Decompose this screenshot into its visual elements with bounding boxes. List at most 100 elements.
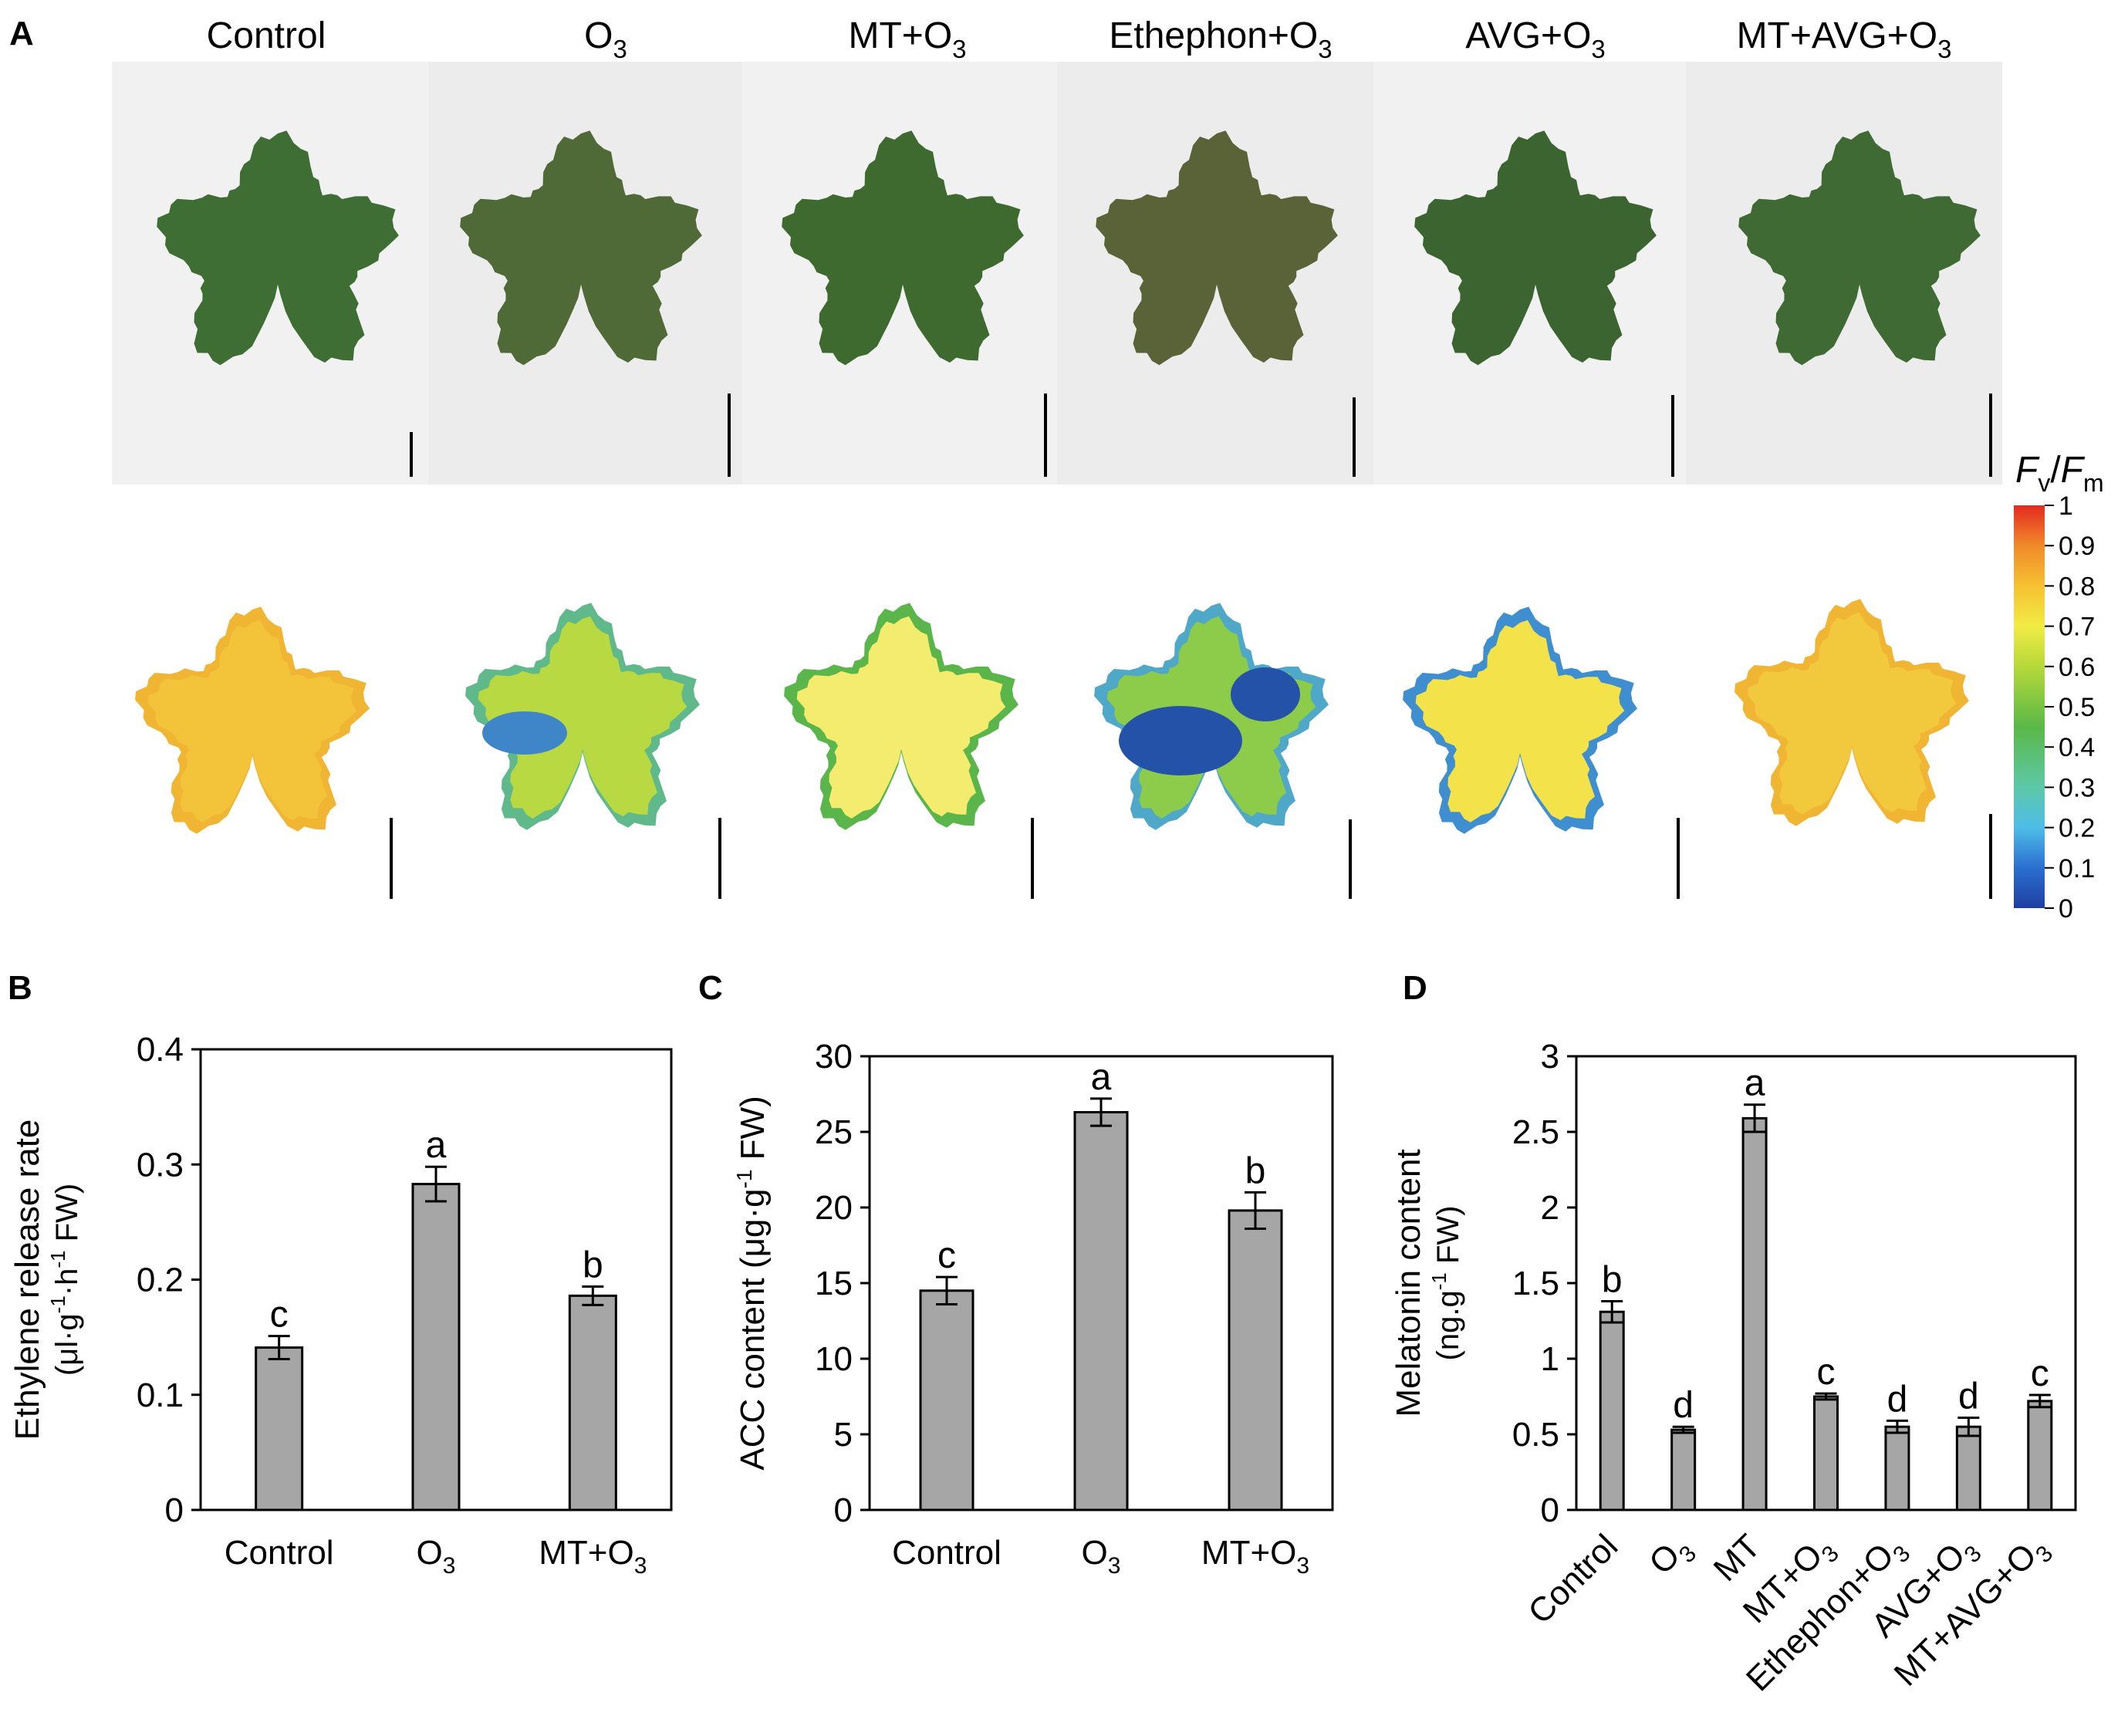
column-label-5-text: MT+AVG+O [1737,15,1938,56]
leaf-shape-4 [1414,130,1657,366]
y-axis-unit: (μl·g-1·h-1 FW) [46,1184,84,1376]
y-axis-unit-mid: ·h [50,1268,84,1296]
x-tick-label-1-sub: 3 [1108,1553,1121,1579]
fluor-damage-ethephon [1119,706,1242,775]
x-tick-label-2-text: MT+O [539,1534,633,1572]
colorbar-tick-label-9: 0.1 [2059,854,2095,883]
bar-0 [255,1346,304,1511]
colorbar-ticks: 1 0.9 0.8 0.7 0.6 0.5 0.4 0.3 0.2 0.1 0 [2045,491,2095,924]
fvfm-colorbar: Fv/Fm 1 0.9 0.8 0.7 0.6 0.5 0.4 0.3 0.2 0.1 0 [2014,450,2104,924]
column-label-3: Ethephon+O3 [1109,15,1332,63]
x-tick-label-1-text: O [417,1534,443,1572]
fluor-leaf-5 [1747,612,1957,815]
bar-2 [568,1294,617,1511]
y-tick-label-5: 2.5 [1512,1113,1559,1151]
y-axis-unit-close: FW) [50,1184,84,1251]
y-tick-label-5: 25 [815,1113,853,1151]
y-tick-label-6: 30 [815,1038,853,1076]
x-tick-label-0-text: Control [892,1534,1002,1572]
y-tick-label-0: 0 [165,1491,184,1529]
panel-letter-b: B [8,969,32,1007]
fluor-damage-ethephon-2 [1231,667,1300,721]
x-tick-label-1: O3 [417,1534,456,1579]
y-tick-label-4: 2 [1541,1189,1559,1227]
x-tick-label-1-sub: 3 [443,1553,456,1579]
x-tick-label-1: O3 [1082,1534,1121,1579]
colorbar-tick-label-6: 0.4 [2059,733,2095,762]
bar-6 [2027,1400,2053,1511]
bar-4 [1884,1425,1910,1511]
colorbar-title-fm: F [2061,450,2086,491]
significance-letter-6: c [2031,1353,2049,1394]
column-label-1-text: O [584,15,613,56]
x-tick-label-2-sub: 3 [1296,1553,1309,1579]
colorbar-tick-label-2: 0.8 [2059,572,2095,601]
y-tick-label-0: 0 [834,1491,853,1529]
colorbar-tick-label-10: 0 [2059,894,2073,924]
leaf-shape-0 [157,130,399,366]
bar-3 [1813,1395,1839,1511]
column-label-3-text: Ethephon+O [1109,15,1318,56]
leaf-shape-3 [1096,130,1338,366]
significance-letter-2: a [1745,1063,1765,1104]
colorbar-tick-label-3: 0.7 [2059,613,2095,642]
significance-letter-3: c [1817,1352,1836,1393]
y-axis-unit-sup: -1 [1427,1272,1451,1290]
y-tick-label-3: 1.5 [1512,1265,1559,1302]
significance-letter-0: c [937,1235,956,1276]
significance-letter-1: d [1673,1385,1694,1426]
bar-0 [919,1289,974,1511]
bar-2 [1228,1209,1283,1511]
x-tick-label-0: Control [225,1534,334,1572]
x-tick-label-2-sub: 3 [634,1553,647,1579]
chart-b-ethylene: B00.10.20.30.4cControlaO3bMT+O3Ethylene … [8,969,673,1579]
y-tick-label-2: 1 [1541,1340,1559,1378]
significance-letter-0: b [1602,1260,1623,1301]
column-label-3-sub: 3 [1318,35,1332,63]
x-tick-label-2: MT+O3 [539,1534,647,1579]
y-axis-unit: (ng.g-1 FW) [1427,1206,1465,1361]
column-label-2: MT+O3 [848,15,966,63]
colorbar-tick-label-5: 0.5 [2059,693,2095,722]
y-tick-label-4: 20 [815,1189,853,1227]
fluor-leaf-2 [796,616,1006,819]
bar-2 [1741,1116,1768,1511]
column-label-4-text: AVG+O [1465,15,1591,56]
column-label-0: Control [207,15,326,56]
y-tick-label-1: 0.5 [1512,1416,1559,1454]
significance-letter-1: a [426,1125,447,1166]
bar-5 [1955,1425,1981,1511]
y-axis-label: Ethylene release rate [8,1120,46,1440]
x-tick-label-0: Control [1521,1527,1625,1631]
y-tick-label-6: 3 [1541,1038,1559,1076]
y-axis-unit-open: (μl·g [50,1313,84,1376]
fluor-leaf-1 [478,616,687,819]
column-label-4-sub: 3 [1591,35,1605,63]
y-tick-label-0: 0 [1541,1491,1559,1529]
colorbar-tick-label-4: 0.6 [2059,653,2095,682]
bar-1 [411,1183,461,1511]
y-axis-unit-sup2: -1 [46,1250,69,1268]
significance-letter-0: c [270,1295,289,1336]
column-label-1: O3 [584,15,627,63]
colorbar-tick-label-1: 0.9 [2059,532,2095,561]
fluor-damage-o3 [482,711,567,755]
y-axis-label: Melatonin content [1390,1149,1427,1417]
x-tick-label-2-text: MT [1707,1527,1768,1589]
leaf-shape-5 [1738,130,1981,366]
significance-letter-5: d [1958,1376,1979,1417]
y-axis-unit-open: (ng.g [1431,1290,1465,1360]
fluor-leaf-4 [1415,620,1625,822]
y-axis-unit-sup1: -1 [46,1295,69,1313]
x-tick-label-2: MT+O3 [1201,1534,1309,1579]
significance-letter-2: b [1245,1150,1266,1191]
colorbar-tick-label-0: 1 [2059,491,2073,521]
x-tick-label-0-text: Control [1521,1527,1625,1631]
panel-letter-d: D [1403,969,1427,1007]
y-tick-label-4: 0.4 [137,1031,184,1069]
y-tick-label-2: 0.2 [137,1261,184,1299]
x-tick-label-0-text: Control [225,1534,334,1572]
leaf-shape-1 [460,130,702,366]
column-label-0-text: Control [207,15,326,56]
